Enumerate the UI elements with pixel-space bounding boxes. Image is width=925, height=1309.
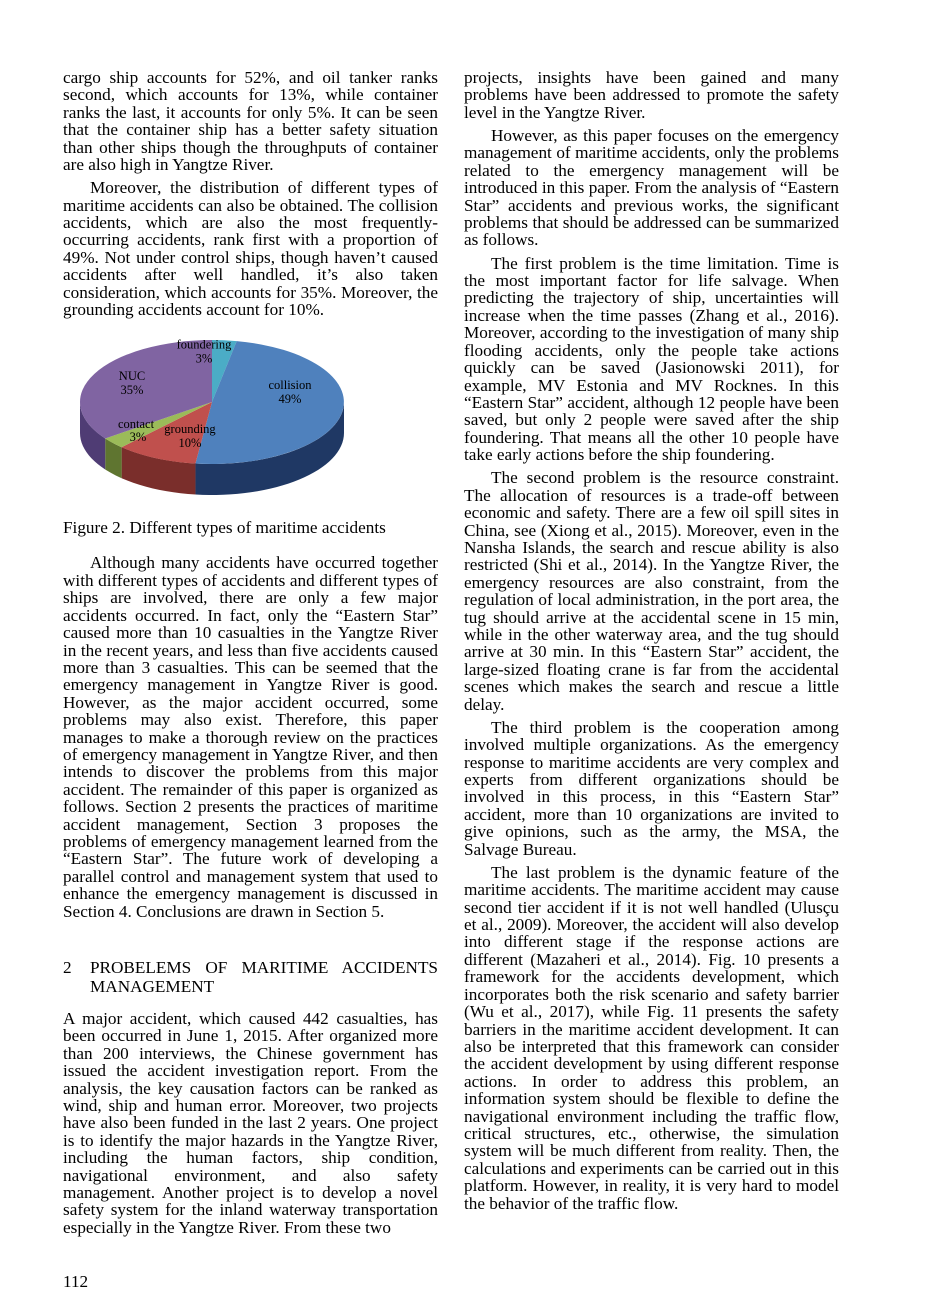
svg-text:10%: 10% (179, 436, 202, 450)
svg-text:grounding: grounding (164, 422, 216, 436)
svg-text:3%: 3% (196, 352, 213, 366)
svg-text:contact: contact (118, 417, 155, 431)
svg-text:49%: 49% (279, 392, 302, 406)
svg-text:3%: 3% (130, 430, 147, 444)
svg-text:NUC: NUC (119, 369, 145, 383)
svg-text:foundering: foundering (177, 338, 233, 352)
svg-text:collision: collision (268, 378, 312, 392)
svg-text:35%: 35% (121, 383, 144, 397)
